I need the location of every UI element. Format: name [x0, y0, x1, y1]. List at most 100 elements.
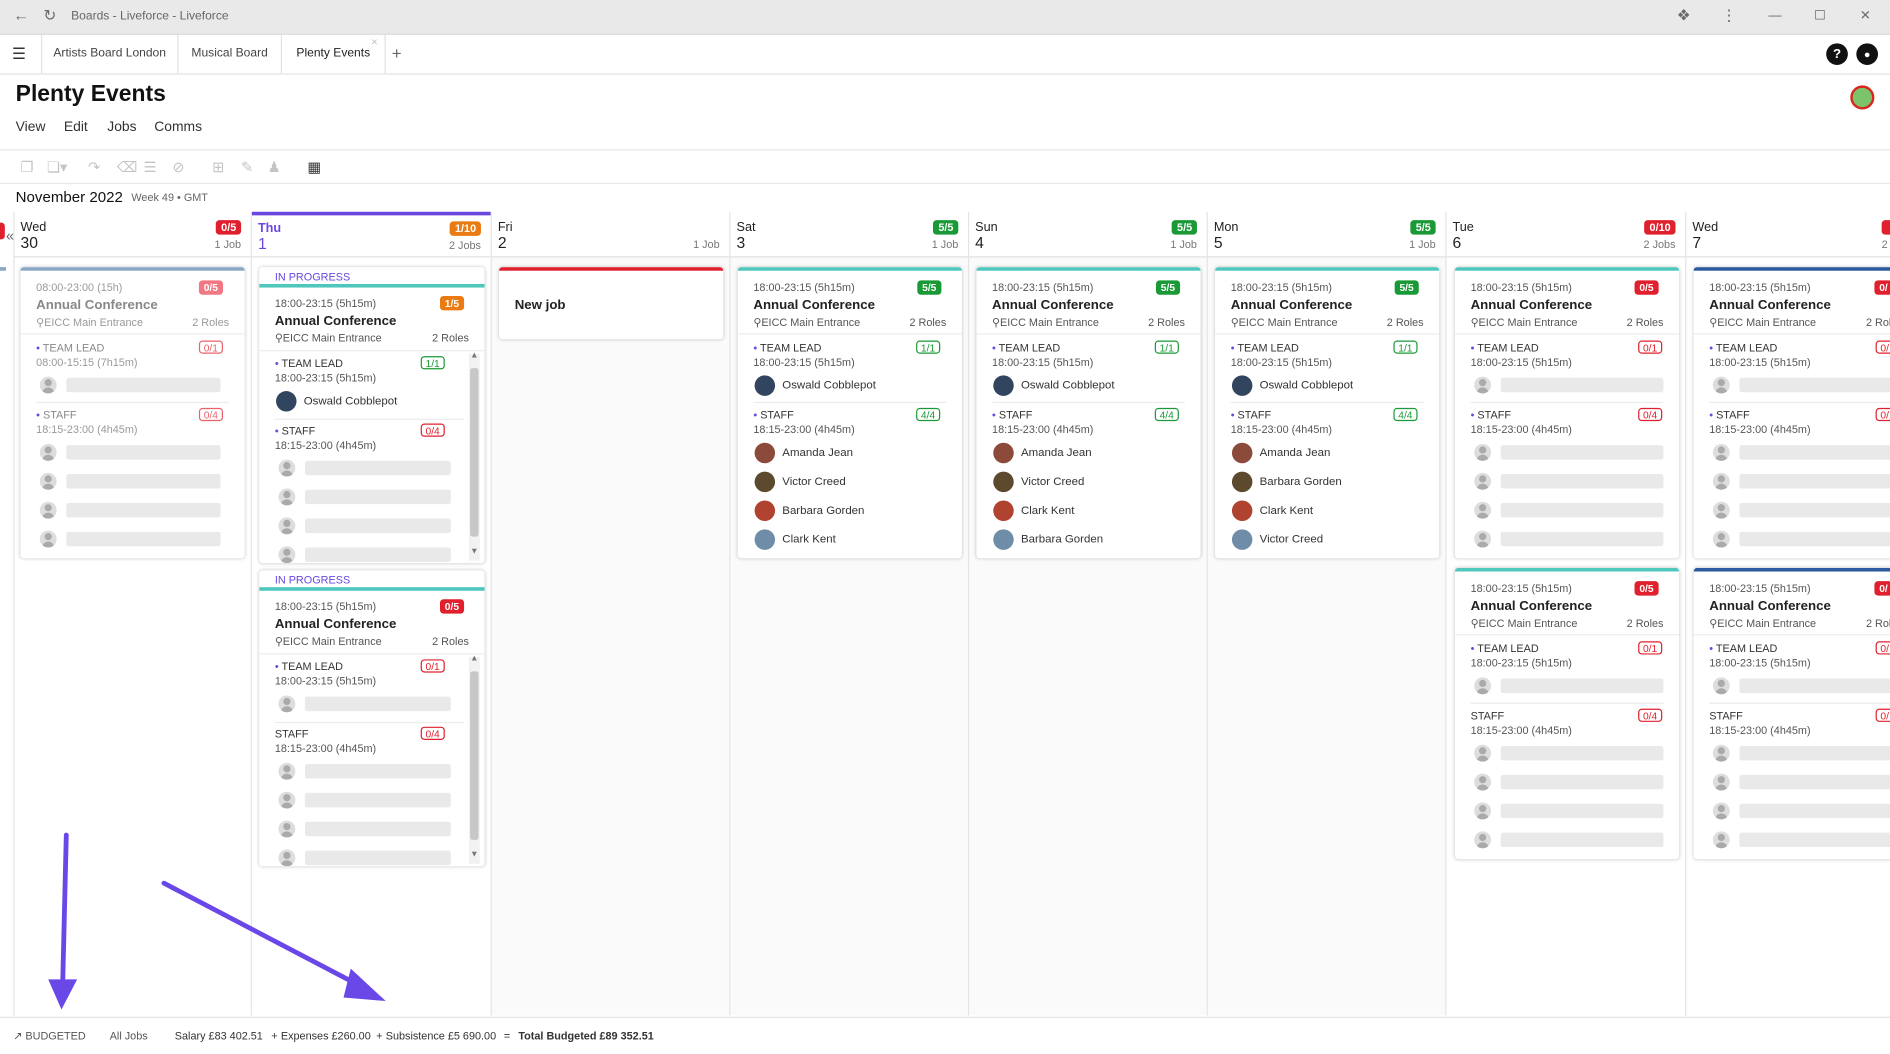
scrollbar-thumb[interactable] — [470, 368, 479, 537]
job-card[interactable]: 18:00-23:15 (5h15m) 0/Annual Conference ⚲E… — [1693, 567, 1890, 860]
paste-icon[interactable]: ❏▾ — [47, 158, 68, 176]
empty-slot-bar[interactable] — [1500, 445, 1664, 460]
assigned-person-name[interactable]: Barbara Gorden — [1259, 475, 1342, 489]
empty-slot-icon[interactable] — [1712, 773, 1730, 791]
assigned-person-name[interactable]: Clark Kent — [1259, 504, 1314, 518]
tab-musical-board[interactable]: Musical Board — [178, 34, 283, 74]
empty-slot-icon[interactable] — [278, 849, 296, 867]
assigned-person-name[interactable]: Victor Creed — [1020, 475, 1085, 489]
empty-slot-icon[interactable] — [1474, 443, 1492, 461]
avatar[interactable] — [754, 375, 776, 396]
copy-icon[interactable]: ❐ — [20, 158, 34, 176]
empty-slot-bar[interactable] — [304, 821, 451, 837]
empty-slot-icon[interactable] — [278, 488, 296, 506]
assigned-person-name[interactable]: Oswald Cobblepot — [303, 394, 398, 408]
assigned-person-name[interactable]: Clark Kent — [782, 533, 836, 547]
empty-slot-icon[interactable] — [1474, 744, 1492, 762]
chevron-left-icon[interactable]: « — [6, 227, 15, 245]
assigned-person-name[interactable]: Barbara Gorden — [782, 504, 865, 518]
all-jobs-filter[interactable]: All Jobs — [109, 1029, 148, 1042]
empty-slot-bar[interactable] — [66, 531, 221, 547]
move-icon[interactable]: ↷ — [87, 158, 101, 176]
empty-slot-icon[interactable] — [39, 472, 57, 490]
hamburger-menu-icon[interactable]: ☰ — [12, 44, 27, 63]
day-header-wed-30[interactable]: « Wed 30 0/5 1 Job — [6, 212, 251, 258]
scroll-down-icon[interactable]: ▼ — [470, 547, 479, 556]
assigned-person-name[interactable]: Barbara Gorden — [1020, 533, 1104, 547]
day-header-mon-5[interactable]: Mon 5 5/5 1 Job — [1207, 212, 1446, 258]
kebab-icon[interactable]: ⋮ — [1721, 6, 1737, 25]
avatar[interactable] — [1231, 529, 1253, 550]
assigned-person-name[interactable]: Victor Creed — [782, 475, 846, 489]
empty-slot-bar[interactable] — [304, 764, 451, 779]
assigned-person-name[interactable]: Clark Kent — [1020, 504, 1075, 518]
avatar[interactable] — [993, 529, 1014, 550]
empty-slot-icon[interactable] — [1712, 472, 1730, 490]
empty-slot-icon[interactable] — [1712, 677, 1730, 695]
scrollbar-thumb[interactable] — [470, 671, 479, 840]
add-tab-button[interactable]: + — [391, 43, 402, 63]
empty-slot-bar[interactable] — [1500, 502, 1664, 518]
assigned-person-name[interactable]: Oswald Cobblepot — [782, 379, 876, 393]
user-avatar[interactable] — [1850, 85, 1875, 110]
calendar-icon[interactable]: ▦ — [307, 158, 322, 176]
day-header-sun-4[interactable]: Sun 4 5/5 1 Job — [969, 212, 1207, 258]
empty-slot-icon[interactable] — [278, 762, 296, 780]
close-window-button[interactable]: ✕ — [1859, 8, 1872, 23]
empty-slot-bar[interactable] — [1739, 474, 1890, 489]
empty-slot-bar[interactable] — [304, 460, 451, 476]
scroll-up-icon[interactable]: ▲ — [470, 654, 479, 663]
empty-slot-icon[interactable] — [1474, 773, 1492, 791]
empty-slot-icon[interactable] — [278, 791, 296, 809]
menu-comms[interactable]: Comms — [154, 120, 203, 135]
add-box-icon[interactable]: ⊞ — [212, 158, 225, 176]
empty-slot-bar[interactable] — [1500, 832, 1664, 848]
avatar[interactable] — [754, 500, 776, 521]
empty-slot-bar[interactable] — [304, 489, 451, 505]
empty-slot-bar[interactable] — [304, 518, 451, 534]
budget-toggle[interactable]: ↗ BUDGETED — [13, 1029, 86, 1042]
arrow-left-icon[interactable]: ← — [13, 6, 29, 25]
empty-slot-bar[interactable] — [1500, 531, 1664, 547]
avatar[interactable] — [1231, 375, 1253, 396]
day-header-wed-7[interactable]: Wed 7 2 — [1686, 212, 1890, 258]
tab-close-icon[interactable]: × — [371, 36, 378, 49]
day-header-tue-6[interactable]: Tue 6 0/10 2 Jobs — [1446, 212, 1686, 258]
job-card[interactable]: 18:00-23:15 (5h15m) 5/5 Annual Conference ⚲… — [1215, 267, 1440, 559]
empty-slot-bar[interactable] — [1500, 377, 1664, 393]
empty-slot-icon[interactable] — [39, 376, 57, 394]
empty-slot-icon[interactable] — [1474, 831, 1492, 849]
empty-slot-bar[interactable] — [1500, 774, 1664, 790]
job-card[interactable]: 18:00-23:15 (5h15m) 5/5 Annual Conference ⚲… — [976, 267, 1201, 559]
menu-view[interactable]: View — [15, 120, 46, 135]
avatar[interactable] — [993, 442, 1014, 464]
assigned-person-name[interactable]: Amanda Jean — [1259, 446, 1331, 460]
empty-slot-icon[interactable] — [1474, 530, 1492, 548]
maximize-button[interactable]: ☐ — [1814, 8, 1827, 23]
empty-slot-icon[interactable] — [278, 695, 296, 713]
empty-slot-bar[interactable] — [1500, 678, 1664, 694]
job-card-new[interactable]: New job — [499, 267, 724, 340]
empty-slot-bar[interactable] — [1500, 803, 1664, 819]
empty-slot-bar[interactable] — [1500, 745, 1664, 761]
avatar[interactable] — [993, 471, 1014, 493]
avatar[interactable] — [993, 375, 1014, 396]
avatar[interactable] — [1231, 471, 1253, 493]
assigned-person-name[interactable]: Victor Creed — [1259, 533, 1324, 547]
avatar[interactable] — [993, 500, 1014, 521]
empty-slot-bar[interactable] — [1739, 803, 1890, 819]
tab-artists-board-london[interactable]: Artists Board London — [40, 34, 179, 74]
empty-slot-bar[interactable] — [1739, 502, 1890, 518]
minimize-button[interactable]: — — [1768, 8, 1782, 23]
puzzle-icon[interactable]: ❖ — [1676, 6, 1691, 25]
help-icon[interactable]: ? — [1826, 43, 1848, 65]
empty-slot-bar[interactable] — [66, 502, 221, 518]
layers-off-icon[interactable]: ⊘ — [172, 158, 185, 176]
empty-slot-icon[interactable] — [1712, 443, 1730, 461]
empty-slot-icon[interactable] — [1712, 530, 1730, 548]
empty-slot-icon[interactable] — [39, 443, 57, 461]
notifications-bell-icon[interactable]: ● — [1856, 43, 1879, 65]
empty-slot-bar[interactable] — [1739, 531, 1890, 547]
assigned-person-name[interactable]: Amanda Jean — [782, 446, 853, 460]
assigned-person-name[interactable]: Oswald Cobblepot — [1020, 379, 1115, 393]
